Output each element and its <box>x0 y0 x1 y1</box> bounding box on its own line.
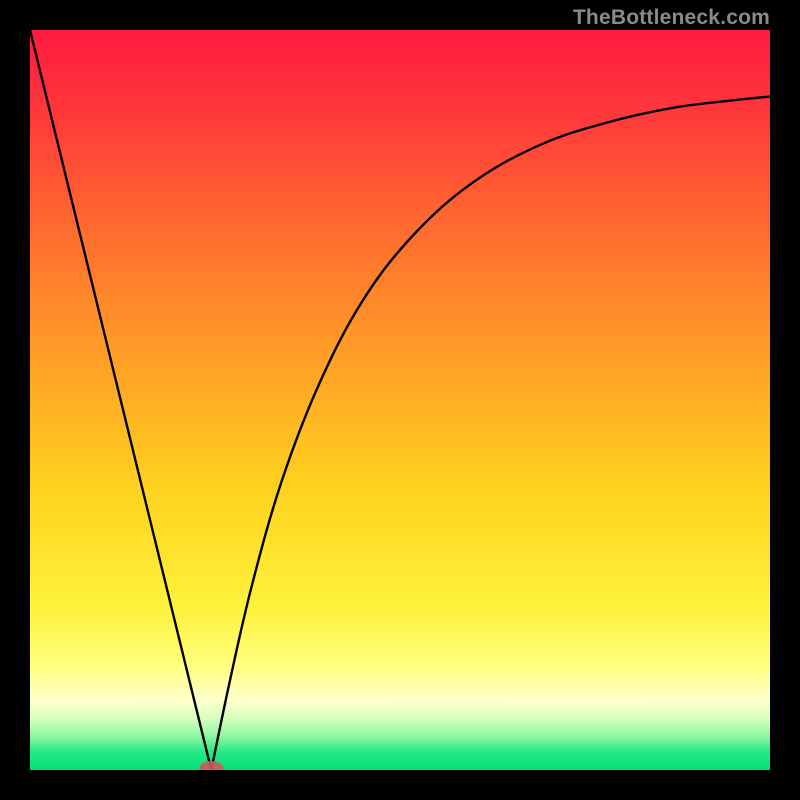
gradient-rect <box>30 30 770 770</box>
chart-frame: TheBottleneck.com <box>0 0 800 800</box>
plot-area <box>30 30 770 770</box>
gradient-background-svg <box>30 30 770 770</box>
watermark-text: TheBottleneck.com <box>573 6 770 30</box>
